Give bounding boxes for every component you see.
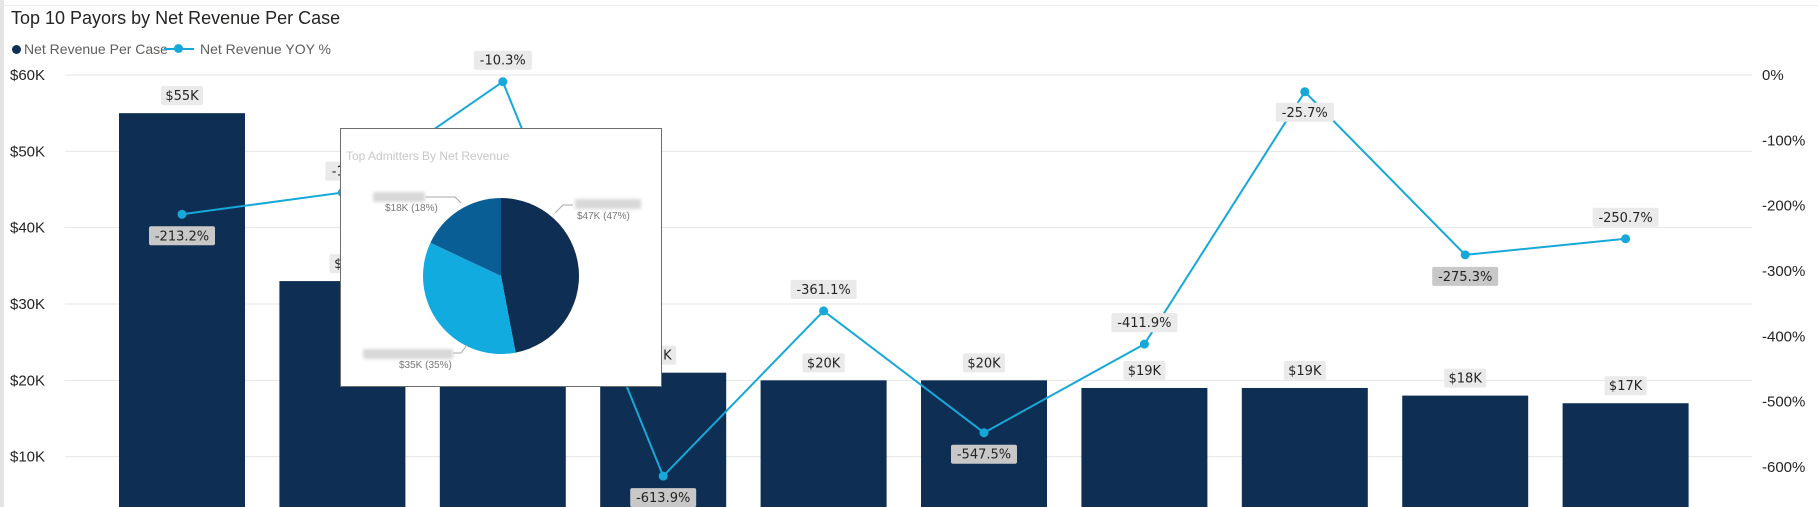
yoy-data-label-bg	[1111, 313, 1178, 333]
pie-label-35: $35K (35%)	[399, 360, 452, 371]
bar-data-label-bg	[1123, 360, 1166, 380]
pie-leader-line	[554, 204, 573, 214]
bar-data-label-bg	[1283, 360, 1326, 380]
y-right-tick-label: -400%	[1762, 328, 1805, 345]
yoy-data-label-bg	[790, 279, 857, 299]
y-left-tick-label: $10K	[10, 449, 45, 466]
pie-slice	[423, 242, 516, 354]
yoy-data-label: -250.7%	[1598, 211, 1652, 226]
yoy-point	[1460, 250, 1470, 260]
y-right-tick-label: -600%	[1762, 459, 1805, 476]
legend-label: Net Revenue YOY %	[200, 41, 332, 57]
pie-label-18: $18K (18%)	[385, 203, 438, 214]
yoy-point	[177, 209, 187, 219]
pie-label-47: $47K (47%)	[577, 211, 630, 222]
visual-header-icons[interactable]: ▫ ▫	[1744, 0, 1798, 5]
top-border	[0, 5, 1818, 6]
yoy-data-label: -10.3%	[480, 54, 526, 69]
pie-slice	[430, 198, 501, 276]
y-left-tick-label: $40K	[10, 220, 45, 237]
legend-label: Net Revenue Per Case	[24, 41, 168, 57]
yoy-data-label: -411.9%	[1117, 316, 1171, 331]
bar	[760, 380, 887, 507]
redacted-name	[575, 199, 641, 209]
yoy-point	[979, 428, 989, 438]
bar	[1081, 387, 1208, 507]
y-right-tick-label: -200%	[1762, 198, 1805, 215]
yoy-point	[819, 306, 829, 316]
y-left-tick-label: $30K	[10, 296, 45, 313]
yoy-data-label-bg	[473, 50, 532, 70]
pie-leader-line	[425, 196, 462, 204]
bar	[600, 372, 727, 507]
yoy-point	[658, 471, 668, 481]
bar-data-label: $55K	[165, 89, 199, 104]
yoy-data-label-bg	[630, 488, 697, 507]
yoy-point	[498, 77, 508, 87]
bar-data-label: $19K	[1288, 364, 1322, 379]
redacted-name	[363, 349, 453, 359]
bar-data-label-bg	[1444, 368, 1487, 388]
y-right-tick-label: 0%	[1762, 67, 1784, 84]
yoy-point	[1300, 87, 1310, 97]
bar	[1241, 387, 1368, 507]
pie-leader-line	[453, 344, 468, 354]
redacted-name	[373, 192, 425, 202]
bar-data-label-bg	[802, 353, 845, 373]
yoy-data-label: -361.1%	[796, 283, 850, 298]
yoy-data-label-bg	[1275, 102, 1334, 122]
legend-line-dot-icon	[174, 44, 183, 53]
left-border	[0, 0, 4, 507]
tooltip-card: Top Admitters By Net Revenue $18K (18%) …	[340, 128, 662, 387]
yoy-data-label-bg	[1432, 266, 1499, 286]
y-right-tick-label: -300%	[1762, 263, 1805, 280]
legend-dot-icon	[12, 45, 21, 54]
chart-title: Top 10 Payors by Net Revenue Per Case	[11, 8, 341, 28]
bar-data-label-bg	[963, 353, 1005, 373]
y-left-tick-label: $50K	[10, 143, 45, 160]
yoy-data-label: -275.3%	[1438, 270, 1492, 285]
bar	[119, 113, 245, 507]
bar	[1402, 395, 1529, 507]
bar-data-label: $20K	[967, 356, 1001, 371]
bar-data-label-bg	[161, 86, 203, 106]
bar-data-label: $19K	[1128, 364, 1162, 379]
yoy-point	[1621, 234, 1631, 244]
yoy-data-label-bg	[1592, 207, 1659, 227]
bar-data-label-bg	[1604, 376, 1647, 396]
tooltip-title: Top Admitters By Net Revenue	[346, 149, 510, 163]
y-left-tick-label: $60K	[10, 67, 45, 84]
y-right-tick-label: -100%	[1762, 132, 1805, 149]
bar-data-label: $18K	[1449, 372, 1483, 387]
yoy-data-label-bg	[149, 226, 215, 246]
pie-chart	[423, 196, 579, 354]
y-right-tick-label: -500%	[1762, 394, 1805, 411]
pie-slice	[501, 198, 579, 353]
y-left-tick-label: $20K	[10, 372, 45, 389]
bar-data-label: $20K	[807, 356, 841, 371]
bar-data-label: $17K	[1609, 379, 1643, 394]
yoy-data-label: -25.7%	[1282, 106, 1328, 121]
yoy-data-label: -547.5%	[957, 448, 1011, 463]
bar	[1562, 403, 1689, 507]
yoy-point	[1139, 339, 1149, 349]
yoy-data-label-bg	[951, 444, 1017, 464]
yoy-data-label: -613.9%	[636, 491, 690, 506]
yoy-data-label: -213.2%	[155, 229, 209, 244]
